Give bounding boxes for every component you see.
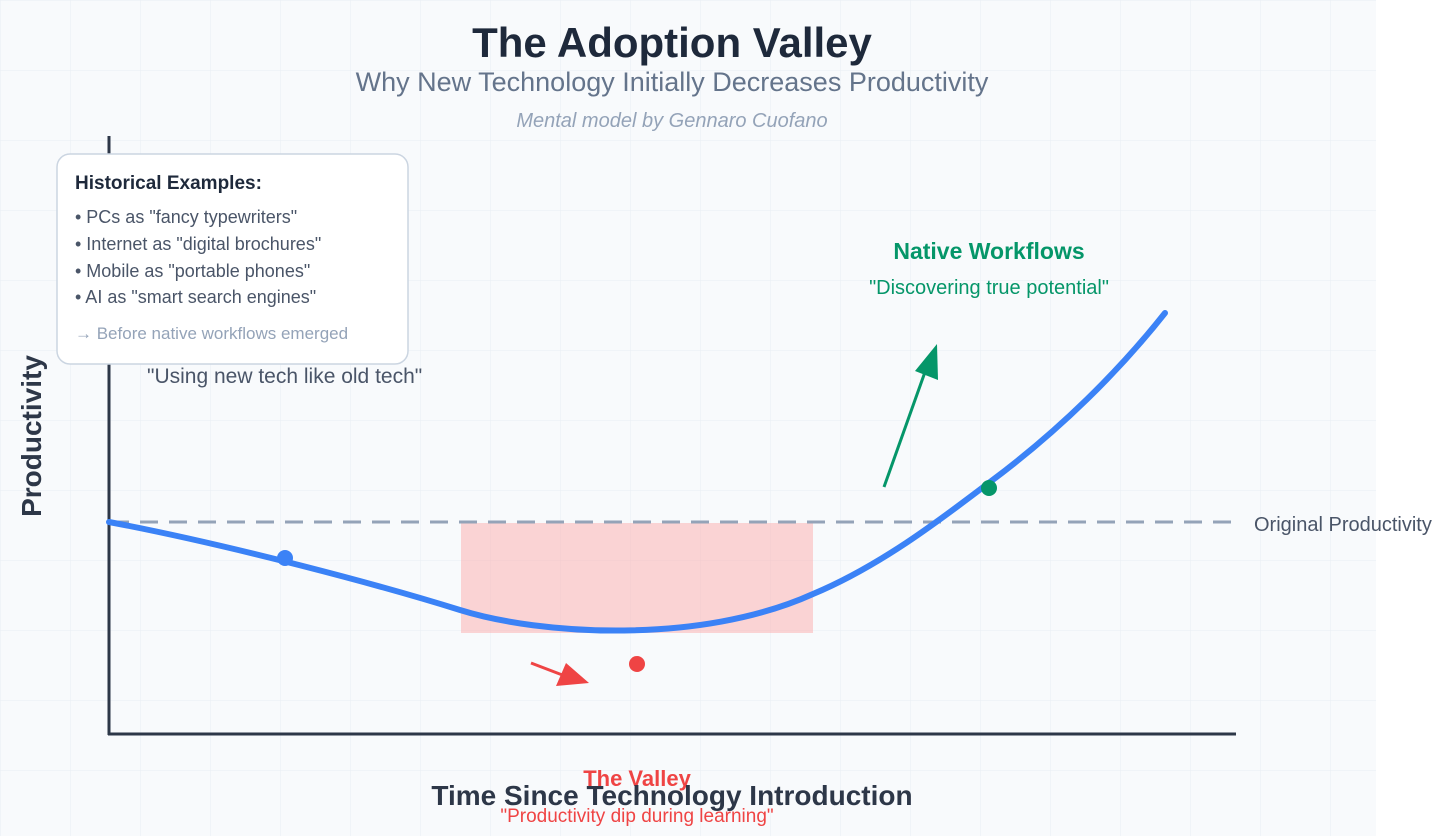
example-item: • Mobile as "portable phones" xyxy=(75,261,310,281)
native-phase-point xyxy=(981,480,997,496)
native-arrow xyxy=(882,344,938,488)
example-item: • Internet as "digital brochures" xyxy=(75,234,321,254)
early-phase-quote: "Using new tech like old tech" xyxy=(147,365,422,388)
productivity-curve xyxy=(106,310,1168,634)
byline: Mental model by Gennaro Cuofano xyxy=(516,110,827,132)
early-phase-point xyxy=(277,550,293,566)
y-axis-label: Productivity xyxy=(16,355,47,517)
page-subtitle: Why New Technology Initially Decreases P… xyxy=(356,67,989,97)
valley-quote: "Productivity dip during learning" xyxy=(500,806,773,827)
baseline-label: Original Productivity xyxy=(1254,514,1432,536)
native-quote: "Discovering true potential" xyxy=(869,277,1109,299)
valley-arrow xyxy=(530,661,589,686)
valley-region xyxy=(461,523,813,633)
examples-footer: → Before native workflows emerged xyxy=(75,324,348,343)
page-title: The Adoption Valley xyxy=(472,19,872,66)
valley-point xyxy=(629,656,645,672)
historical-examples-box: Historical Examples: • PCs as "fancy typ… xyxy=(56,153,409,365)
native-title: Native Workflows xyxy=(893,238,1084,264)
valley-title: The Valley xyxy=(583,766,691,791)
grid xyxy=(0,0,1376,836)
x-axis-label: Time Since Technology Introduction xyxy=(431,780,912,811)
example-item: • PCs as "fancy typewriters" xyxy=(75,207,297,227)
examples-title: Historical Examples: xyxy=(75,173,262,194)
example-item: • AI as "smart search engines" xyxy=(75,287,316,307)
